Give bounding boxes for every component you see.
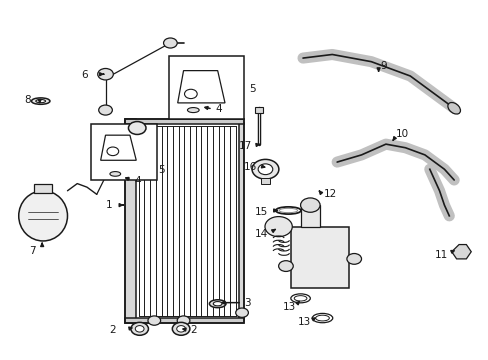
Ellipse shape: [209, 300, 225, 308]
Ellipse shape: [187, 108, 199, 113]
Ellipse shape: [110, 172, 121, 176]
Ellipse shape: [315, 315, 329, 321]
Ellipse shape: [279, 208, 297, 213]
Text: 17: 17: [238, 141, 251, 151]
Ellipse shape: [36, 99, 45, 103]
Bar: [238, 123, 244, 320]
Text: 16: 16: [243, 162, 256, 172]
Text: 9: 9: [379, 61, 386, 71]
Circle shape: [278, 261, 293, 271]
Ellipse shape: [251, 159, 278, 179]
Circle shape: [264, 217, 292, 237]
Bar: [290, 226, 348, 288]
Bar: [300, 205, 320, 226]
Circle shape: [135, 325, 144, 332]
Text: 15: 15: [255, 207, 268, 217]
Circle shape: [99, 105, 112, 115]
Ellipse shape: [294, 296, 306, 301]
Bar: [260, 178, 270, 184]
Text: 11: 11: [434, 250, 447, 260]
Bar: [125, 318, 244, 323]
Circle shape: [148, 316, 160, 325]
Circle shape: [300, 198, 320, 212]
Ellipse shape: [31, 98, 50, 104]
Text: 14: 14: [255, 229, 268, 239]
Circle shape: [98, 68, 113, 80]
Circle shape: [128, 122, 146, 134]
Circle shape: [346, 253, 361, 264]
Ellipse shape: [312, 314, 332, 323]
Bar: [34, 184, 52, 193]
Text: 2: 2: [189, 325, 196, 335]
Text: 13: 13: [282, 302, 295, 312]
Bar: [125, 119, 136, 323]
Ellipse shape: [213, 302, 222, 306]
Text: 8: 8: [24, 95, 31, 105]
Text: 2: 2: [109, 325, 115, 335]
Text: 3: 3: [244, 298, 251, 308]
Ellipse shape: [19, 191, 67, 241]
Text: 13: 13: [298, 318, 311, 327]
Circle shape: [184, 89, 197, 99]
Bar: [91, 125, 157, 180]
Ellipse shape: [258, 164, 272, 175]
Bar: [125, 119, 244, 323]
Ellipse shape: [290, 294, 310, 303]
Text: 7: 7: [29, 246, 36, 256]
Text: 1: 1: [105, 200, 112, 210]
Polygon shape: [451, 244, 470, 259]
Circle shape: [235, 308, 248, 318]
Text: 10: 10: [395, 129, 408, 139]
Circle shape: [163, 38, 177, 48]
Circle shape: [177, 316, 189, 325]
Ellipse shape: [275, 207, 301, 214]
Circle shape: [131, 322, 148, 335]
Text: 4: 4: [135, 176, 141, 186]
Text: 6: 6: [81, 70, 87, 80]
Circle shape: [107, 147, 119, 156]
Text: 5: 5: [249, 84, 256, 94]
Bar: [125, 119, 244, 125]
Text: 12: 12: [324, 189, 337, 199]
Circle shape: [176, 325, 185, 332]
Bar: [168, 56, 244, 119]
Text: 4: 4: [215, 104, 222, 114]
Text: 5: 5: [158, 165, 164, 175]
Circle shape: [172, 322, 189, 335]
Bar: [255, 107, 263, 113]
Ellipse shape: [447, 103, 460, 114]
